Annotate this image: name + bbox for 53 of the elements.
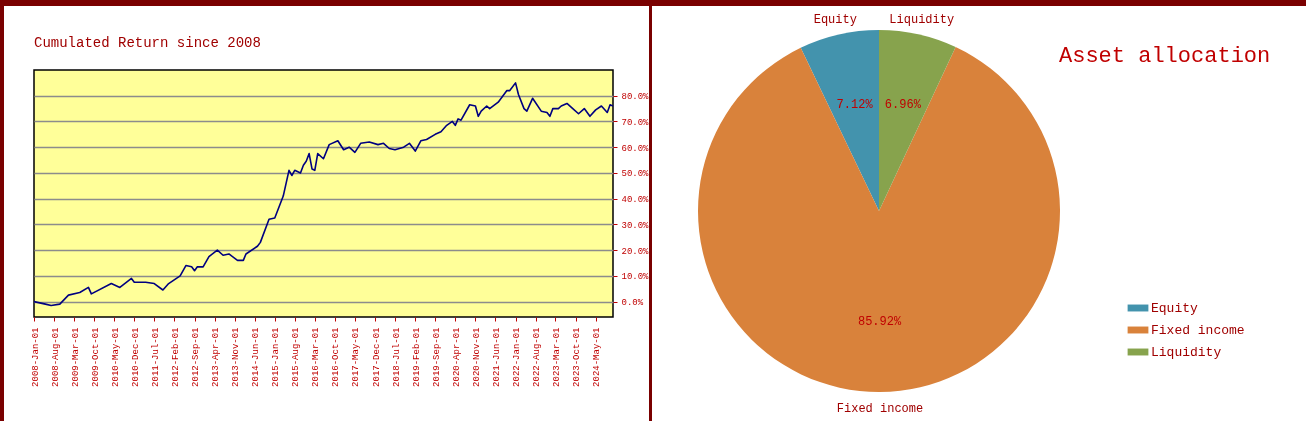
x-tick-label: 2020-Apr-01	[451, 327, 462, 387]
x-tick-label: 2010-Dec-01	[130, 327, 141, 387]
x-tick-label: 2021-Jun-01	[491, 327, 502, 387]
y-tick-label: 70.0%	[621, 117, 650, 128]
x-tick-label: 2018-Jul-01	[391, 327, 402, 387]
y-tick-label: 20.0%	[621, 246, 650, 257]
x-tick-label: 2009-Mar-01	[70, 327, 81, 387]
x-tick-label: 2012-Sep-01	[191, 327, 202, 387]
data-label: 7.12%	[836, 97, 874, 112]
y-tick-label: 40.0%	[621, 195, 650, 206]
line-series	[34, 82, 613, 307]
x-tick-label: 2013-Nov-01	[231, 327, 242, 387]
text: Asset allocation	[1059, 43, 1271, 69]
x-tick-label: 2012-Feb-01	[170, 327, 181, 387]
pie-slice	[879, 30, 956, 211]
x-tick-label: 2015-Jan-01	[271, 327, 282, 387]
x-tick-label: 2013-Apr-01	[211, 327, 222, 387]
y-tick-label: 10.0%	[621, 272, 650, 283]
legend-label: Equity	[1151, 301, 1199, 316]
x-tick-label: 2022-Aug-01	[532, 327, 543, 387]
x-tick-label: 2023-Mar-01	[551, 327, 562, 387]
data-label: 85.92%	[857, 315, 902, 329]
legend-label: Fixed income	[1151, 323, 1245, 338]
slice-label: Liquidity	[889, 12, 955, 27]
legend-label: Liquidity	[1151, 345, 1222, 360]
x-tick-label: 2020-Nov-01	[471, 327, 482, 387]
x-tick-label: 2024-May-01	[592, 327, 603, 387]
x-tick-label: 2017-Dec-01	[371, 327, 382, 387]
x-tick-label: 2019-Feb-01	[411, 327, 422, 387]
pie-slice	[698, 47, 1060, 392]
pie-slice	[800, 30, 879, 211]
x-tick-label: 2008-Jan-01	[30, 327, 41, 387]
chart-title: Cumulated Return since 2008	[34, 35, 261, 51]
y-tick-label: 50.0%	[621, 169, 650, 180]
x-tick-label: 2009-Oct-01	[90, 327, 101, 387]
y-tick-label: 0.0%	[621, 298, 644, 309]
x-tick-label: 2022-Jan-01	[512, 327, 523, 387]
x-tick-label: 2015-Aug-01	[291, 327, 302, 387]
x-tick-label: 2019-Sep-01	[431, 327, 442, 387]
x-tick-label: 2016-Oct-01	[331, 327, 342, 387]
x-tick-label: 2011-Jul-01	[150, 327, 161, 387]
slice-label: Equity	[813, 12, 857, 27]
x-tick-label: 2008-Aug-01	[50, 327, 61, 387]
x-tick-label: 2023-Oct-01	[572, 327, 583, 387]
y-tick-label: 30.0%	[621, 220, 650, 231]
slice-label: Fixed income	[836, 402, 924, 416]
y-tick-label: 80.0%	[621, 92, 650, 103]
y-tick-label: 60.0%	[621, 143, 650, 154]
x-tick-label: 2014-Jun-01	[251, 327, 262, 387]
x-tick-label: 2017-May-01	[351, 327, 362, 387]
x-tick-label: 2010-May-01	[110, 327, 121, 387]
data-label: 6.96%	[884, 97, 922, 112]
x-tick-label: 2016-Mar-01	[311, 327, 322, 387]
